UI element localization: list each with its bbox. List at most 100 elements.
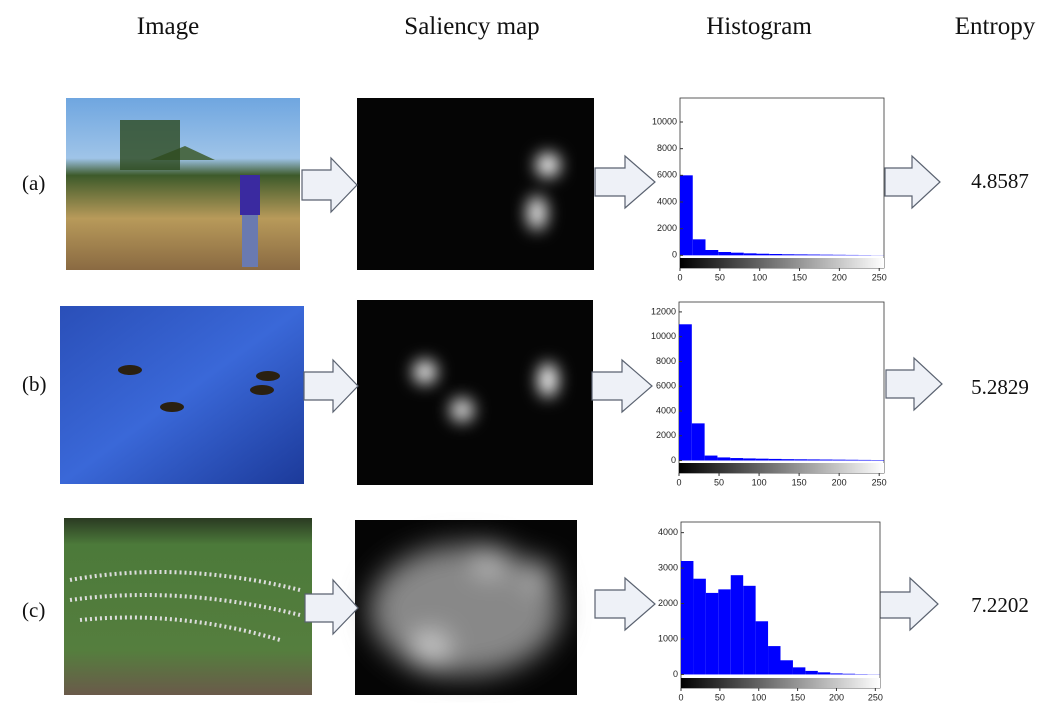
x-tick-label: 200: [832, 477, 847, 487]
plot-area: [680, 98, 884, 268]
x-tick-label: 200: [832, 272, 847, 282]
histogram: 0 1000 2000 3000 4000 0 50 100 150 200 250: [658, 522, 883, 702]
y-tick-label: 8000: [656, 356, 676, 366]
histogram-bar: [768, 646, 780, 674]
x-tick-label: 50: [714, 477, 724, 487]
histogram-bar: [820, 255, 833, 256]
entropy-value: 4.8587: [971, 169, 1029, 193]
histogram-bar: [782, 254, 795, 255]
histogram-bar: [818, 672, 830, 674]
row-label: (a): [22, 171, 45, 195]
histogram-bar: [693, 579, 705, 675]
histogram-bar: [843, 674, 855, 675]
saliency-b: [357, 300, 593, 485]
histogram-bar: [706, 250, 719, 255]
histogram-bar: [718, 252, 731, 255]
y-tick-label: 1000: [658, 633, 678, 643]
histogram-bar: [705, 456, 718, 461]
x-tick-label: 0: [677, 272, 682, 282]
column-header: Entropy: [955, 13, 1036, 40]
x-tick-label: 150: [792, 477, 807, 487]
y-tick-label: 3000: [658, 562, 678, 572]
histogram-bar: [769, 254, 782, 255]
y-tick-label: 0: [672, 250, 677, 260]
gray-colorbar: [679, 463, 884, 473]
histogram-bar: [718, 589, 730, 674]
histogram-bar: [833, 460, 846, 461]
histogram-bar: [769, 459, 782, 461]
y-tick-label: 10000: [652, 116, 677, 126]
histogram-bar: [731, 575, 743, 674]
x-tick-label: 50: [715, 272, 725, 282]
y-tick-label: 8000: [657, 143, 677, 153]
histogram-bar: [858, 460, 871, 461]
row-label: (b): [22, 372, 47, 396]
histogram-bar: [743, 586, 755, 675]
histogram-bar: [692, 423, 705, 460]
histogram-bar: [744, 253, 757, 255]
histogram-bar: [731, 253, 744, 256]
y-tick-label: 4000: [658, 527, 678, 537]
image-a: [66, 98, 300, 270]
histogram-bar: [717, 457, 730, 460]
column-header: Saliency map: [404, 13, 539, 40]
image-b: [60, 306, 304, 484]
x-tick-label: 150: [792, 272, 807, 282]
image-c: [64, 518, 312, 695]
histogram-bar: [781, 660, 793, 674]
x-tick-label: 250: [868, 692, 883, 702]
histogram-bar: [830, 673, 842, 674]
x-tick-label: 100: [752, 272, 767, 282]
histogram-bar: [743, 458, 756, 460]
histogram-bar: [756, 459, 769, 461]
x-tick-label: 0: [678, 692, 683, 702]
column-headers: Image Saliency map Histogram Entropy: [137, 13, 1036, 40]
y-tick-label: 12000: [651, 306, 676, 316]
y-tick-label: 0: [673, 669, 678, 679]
plot-area: [679, 302, 884, 473]
saliency-a: [357, 98, 594, 270]
entropy-value: 7.2202: [971, 593, 1029, 617]
x-tick-label: 200: [829, 692, 844, 702]
y-tick-label: 2000: [657, 223, 677, 233]
histogram-bar: [679, 324, 692, 460]
x-tick-label: 150: [790, 692, 805, 702]
histogram-bar: [846, 460, 859, 461]
histogram-bar: [693, 239, 706, 255]
y-tick-label: 2000: [656, 430, 676, 440]
y-tick-label: 4000: [656, 405, 676, 415]
x-tick-label: 100: [751, 692, 766, 702]
histogram-bar: [681, 561, 693, 674]
histogram-bar: [805, 671, 817, 675]
histogram-bar: [757, 254, 770, 256]
column-header: Image: [137, 13, 199, 40]
histogram-bar: [782, 459, 795, 460]
figure: Image Saliency map Histogram Entropy: [0, 0, 1049, 703]
histogram-bar: [706, 593, 718, 675]
histogram-bar: [756, 621, 768, 674]
y-tick-label: 6000: [657, 170, 677, 180]
histogram-bar: [794, 459, 807, 460]
x-tick-label: 0: [676, 477, 681, 487]
gray-colorbar: [681, 678, 880, 688]
histogram-bar: [793, 667, 805, 674]
x-tick-label: 250: [872, 272, 887, 282]
x-tick-label: 50: [715, 692, 725, 702]
histogram-bar: [730, 458, 743, 460]
histogram-bar: [820, 460, 833, 461]
y-tick-label: 10000: [651, 331, 676, 341]
y-tick-label: 0: [671, 455, 676, 465]
y-tick-label: 4000: [657, 196, 677, 206]
saliency-c: [355, 520, 577, 695]
histogram-bar: [680, 175, 693, 255]
histogram: 0 2000 4000 6000 8000 10000 0 50 100 150 200 250: [652, 98, 887, 282]
x-tick-label: 100: [752, 477, 767, 487]
x-tick-label: 250: [872, 477, 887, 487]
histogram-bar: [808, 255, 821, 256]
y-tick-label: 2000: [658, 598, 678, 608]
histogram-bar: [795, 254, 808, 255]
entropy-value: 5.2829: [971, 375, 1029, 399]
gray-colorbar: [680, 258, 884, 268]
histogram-bar: [807, 459, 820, 460]
